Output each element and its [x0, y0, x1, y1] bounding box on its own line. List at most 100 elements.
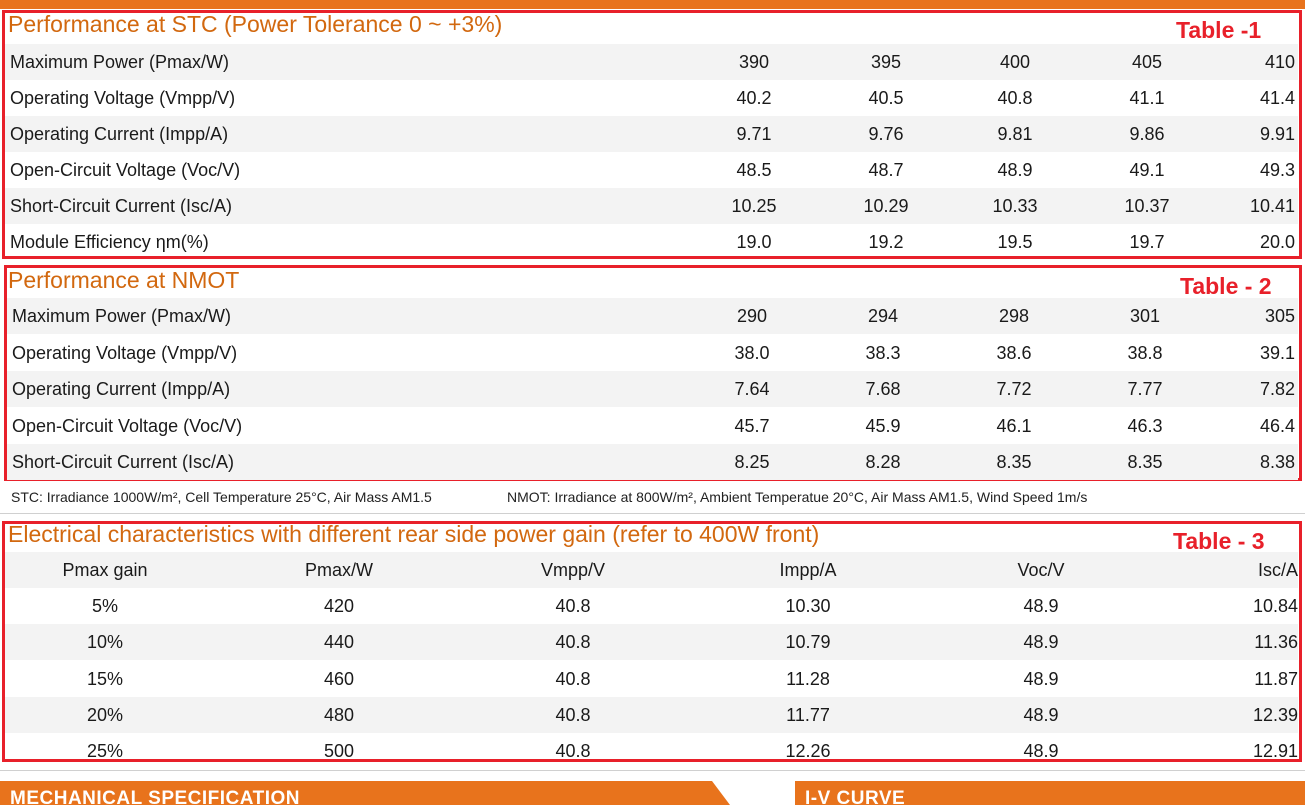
table-cell: 40.8 [997, 88, 1033, 108]
table-cell: 48.9 [1023, 596, 1059, 616]
table-cell: 41.1 [1129, 88, 1165, 108]
table-cell: 10.41 [1249, 196, 1295, 216]
row-label: Operating Current (Impp/A) [10, 124, 229, 144]
table-3-tag: Table - 3 [1173, 528, 1265, 554]
iv-curve-label: I-V CURVE [805, 788, 906, 809]
table-cell: 9.81 [997, 124, 1033, 144]
row-label: Short-Circuit Current (Isc/A) [12, 452, 235, 472]
table-cell: 10.37 [1124, 196, 1170, 216]
table-cell: 11.28 [786, 668, 830, 689]
column-header: Isc/A [1257, 560, 1298, 580]
table-cell: 410 [1264, 52, 1295, 72]
table-cell: 290 [736, 306, 768, 326]
table-1-tag: Table -1 [1176, 17, 1262, 43]
table-cell: 40.8 [555, 632, 591, 653]
table-cell: 7.68 [865, 379, 901, 399]
table-cell: 40.8 [555, 668, 591, 689]
row-label: Maximum Power (Pmax/W) [10, 52, 230, 72]
table-cell: 19.2 [868, 232, 904, 252]
table-cell: 46.4 [1259, 415, 1295, 436]
table-cell: 12.26 [785, 741, 831, 762]
table-2-tag: Table - 2 [1180, 273, 1272, 299]
table-cell: 298 [998, 306, 1030, 326]
row-label: Open-Circuit Voltage (Voc/V) [10, 160, 241, 180]
table-cell: 40.8 [555, 741, 591, 762]
table-cell: 294 [867, 306, 899, 326]
table-cell: 10.33 [992, 196, 1038, 216]
table-cell: 11.77 [786, 704, 830, 725]
column-header: Pmax/W [304, 560, 373, 580]
table-cell: 7.72 [996, 379, 1032, 399]
table-cell: 10.29 [863, 196, 909, 216]
table-row: Operating Current (Impp/A) 9.71 9.76 9.81 9.… [5, 116, 1298, 152]
mechanical-specification-header: MECHANICAL SPECIFICATION [0, 781, 730, 805]
table-cell: 48.9 [997, 160, 1033, 180]
table-cell: 19.7 [1129, 232, 1165, 252]
table-row: Short-Circuit Current (Isc/A) 8.25 8.28 8.3… [7, 444, 1298, 480]
row-label: Maximum Power (Pmax/W) [12, 306, 232, 326]
table-cell: 25% [86, 741, 124, 762]
table-cell: 12.91 [1252, 741, 1298, 762]
table-cell: 405 [1131, 52, 1163, 72]
table-row: Operating Current (Impp/A) 7.64 7.68 7.72 7.… [7, 371, 1298, 407]
divider [0, 513, 1305, 514]
table-cell: 48.9 [1023, 668, 1059, 689]
table-1-title: Performance at STC (Power Tolerance 0 ~ … [8, 11, 503, 37]
table-cell: 400 [999, 52, 1031, 72]
table-row: Operating Voltage (Vmpp/V) 38.0 38.3 38.6 38… [7, 335, 1298, 371]
table-row: 20% 480 40.8 11.77 48.9 12.39 [5, 696, 1298, 733]
row-label: Operating Voltage (Vmpp/V) [10, 88, 236, 108]
table-cell: 41.4 [1259, 88, 1295, 108]
table-cell: 38.3 [865, 342, 901, 363]
table-row: Maximum Power (Pmax/W) 390 395 400 405 410 [5, 44, 1298, 80]
table-cell: 7.77 [1127, 379, 1163, 399]
table-row: Short-Circuit Current (Isc/A) 10.25 10.29 1… [5, 188, 1298, 224]
table-3-highlight-box [2, 521, 1302, 762]
table-cell: 11.87 [1254, 668, 1298, 689]
table-cell: 49.3 [1259, 160, 1295, 180]
column-header: Impp/A [779, 560, 837, 580]
table-cell: 500 [323, 741, 355, 762]
column-header: Pmax gain [62, 560, 148, 580]
table-cell: 10% [86, 632, 124, 653]
table-cell: 8.35 [1127, 452, 1163, 472]
table-cell: 40.8 [555, 704, 591, 725]
table-3-title: Electrical characteristics with differen… [8, 521, 820, 547]
table-header-row: Pmax gain Pmax/W Vmpp/V Impp/A Voc/V Isc/A [5, 552, 1298, 588]
column-header: Vmpp/V [540, 560, 606, 580]
table-cell: 9.86 [1129, 124, 1165, 144]
table-cell: 10.84 [1252, 596, 1298, 616]
table-cell: 48.9 [1023, 632, 1059, 653]
stc-note: STC: Irradiance 1000W/m², Cell Temperatu… [11, 489, 432, 505]
table-row: 25% 500 40.8 12.26 48.9 12.91 [5, 733, 1298, 769]
table-1-highlight-box [2, 10, 1302, 259]
table-cell: 48.7 [868, 160, 904, 180]
table-cell: 46.3 [1127, 415, 1163, 436]
table-row: Operating Voltage (Vmpp/V) 40.2 40.5 40.8 41… [5, 80, 1298, 116]
table-cell: 390 [738, 52, 770, 72]
table-cell: 48.9 [1023, 741, 1059, 762]
table-cell: 40.8 [555, 596, 591, 616]
table-cell: 301 [1129, 306, 1161, 326]
table-cell: 9.91 [1259, 124, 1295, 144]
row-label: Short-Circuit Current (Isc/A) [10, 196, 233, 216]
table-cell: 19.5 [997, 232, 1033, 252]
table-cell: 49.1 [1129, 160, 1165, 180]
table-cell: 395 [870, 52, 902, 72]
table-row: Maximum Power (Pmax/W) 290 294 298 301 305 [7, 298, 1298, 334]
table-cell: 15% [86, 668, 124, 689]
table-cell: 40.5 [868, 88, 904, 108]
table-cell: 8.28 [865, 452, 901, 472]
table-cell: 11.36 [1254, 632, 1298, 653]
table-cell: 7.64 [734, 379, 770, 399]
table-row: Open-Circuit Voltage (Voc/V) 48.5 48.7 48.9… [5, 152, 1298, 188]
row-label: Open-Circuit Voltage (Voc/V) [12, 415, 243, 436]
table-row: 5% 420 40.8 10.30 48.9 10.84 [5, 588, 1298, 624]
table-cell: 305 [1264, 306, 1295, 326]
table-cell: 10.30 [785, 596, 831, 616]
table-cell: 45.7 [734, 415, 770, 436]
table-cell: 420 [323, 596, 355, 616]
table-cell: 45.9 [865, 415, 901, 436]
table-row: 15% 460 40.8 11.28 48.9 11.87 [5, 661, 1298, 697]
table-cell: 480 [323, 704, 355, 725]
